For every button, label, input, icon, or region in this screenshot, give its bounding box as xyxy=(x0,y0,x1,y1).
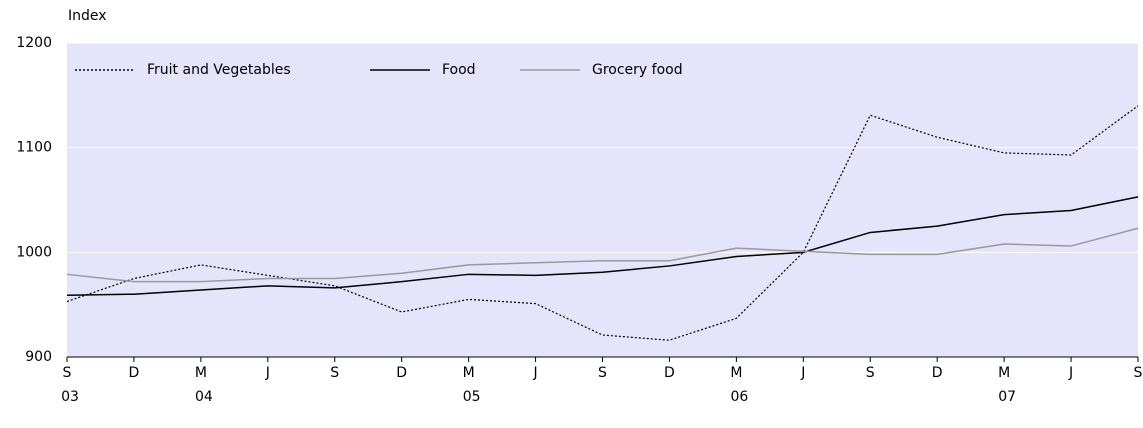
y-tick-label: 900 xyxy=(25,349,52,365)
series-line xyxy=(66,105,1139,341)
x-tick-label: S xyxy=(330,365,339,381)
series-line xyxy=(66,227,1139,283)
x-year-label: 07 xyxy=(998,389,1016,405)
x-tick-label: J xyxy=(800,365,805,381)
x-tick-label: D xyxy=(129,365,140,381)
x-tick-label: S xyxy=(598,365,607,381)
y-tick-label: 1200 xyxy=(16,35,52,51)
x-year-label: 06 xyxy=(730,389,748,405)
x-tick-label: D xyxy=(664,365,675,381)
x-tick-label: D xyxy=(396,365,407,381)
legend-label: Food xyxy=(442,62,476,78)
x-tick-label: J xyxy=(1068,365,1073,381)
series-line xyxy=(66,196,1139,296)
legend-label: Fruit and Vegetables xyxy=(147,62,291,78)
x-tick-label: J xyxy=(532,365,537,381)
x-tick-label: S xyxy=(866,365,875,381)
x-year-label: 05 xyxy=(463,389,481,405)
x-tick-label: M xyxy=(730,365,742,381)
x-tick-label: M xyxy=(463,365,475,381)
x-tick-label: S xyxy=(1134,365,1143,381)
x-tick-label: S xyxy=(63,365,72,381)
x-tick-label: M xyxy=(195,365,207,381)
x-year-label: 03 xyxy=(61,389,79,405)
plot-area xyxy=(67,43,1138,357)
y-tick-label: 1100 xyxy=(16,140,52,156)
y-axis-label: Index xyxy=(68,8,107,24)
x-year-label: 04 xyxy=(195,389,213,405)
x-tick-label: D xyxy=(932,365,943,381)
y-tick-label: 1000 xyxy=(16,244,52,260)
x-tick-label: M xyxy=(998,365,1010,381)
x-tick-label: J xyxy=(265,365,270,381)
legend-label: Grocery food xyxy=(592,62,683,78)
